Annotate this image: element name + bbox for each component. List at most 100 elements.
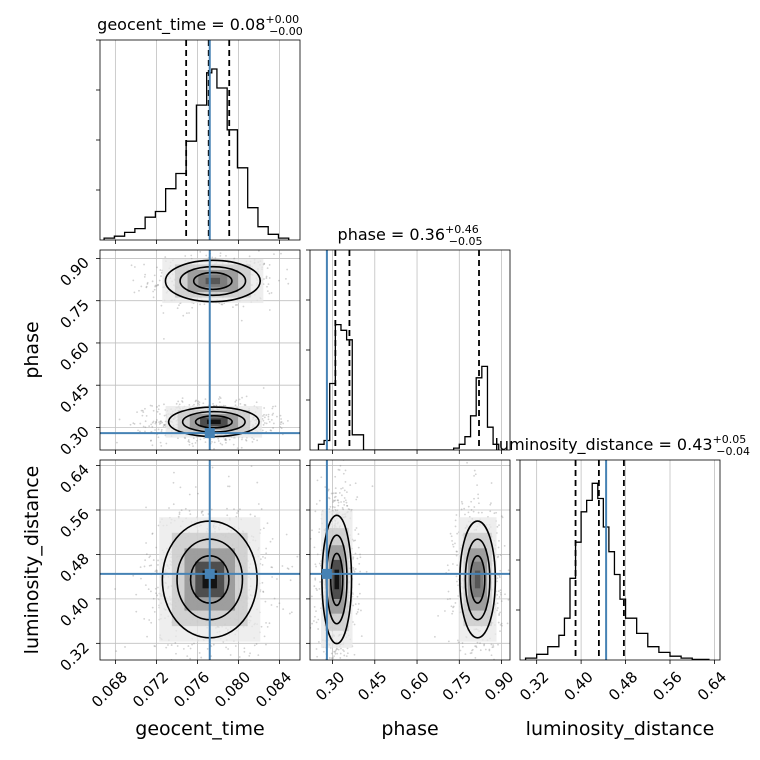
sample-point	[188, 510, 191, 512]
sample-point	[253, 644, 256, 647]
pair-panel-geocent_time-phase	[100, 250, 300, 450]
sample-point	[449, 597, 451, 600]
sample-point	[455, 514, 458, 516]
title-sub: −0.00	[269, 25, 303, 38]
sample-point	[204, 398, 207, 401]
sample-point	[227, 648, 230, 650]
sample-point	[155, 571, 158, 574]
sample-point	[248, 255, 251, 258]
sample-point	[262, 590, 265, 593]
sample-point	[155, 569, 158, 572]
sample-point	[470, 509, 473, 511]
sample-point	[450, 535, 453, 538]
sample-point	[466, 461, 468, 464]
sample-point	[359, 553, 361, 556]
sample-point	[344, 469, 347, 472]
sample-point	[337, 501, 340, 504]
sample-point	[241, 396, 243, 399]
panel-title: phase = 0.36+0.46 −0.05	[338, 223, 483, 248]
sample-point	[452, 545, 455, 548]
sample-point	[332, 506, 334, 508]
sample-point	[335, 662, 337, 664]
sample-point	[500, 515, 503, 518]
sample-point	[252, 438, 255, 441]
sample-point	[248, 654, 251, 657]
truth-marker	[321, 568, 332, 579]
x-tick-label: 0.48	[605, 668, 641, 704]
sample-point	[173, 471, 175, 474]
sample-point	[492, 645, 495, 648]
sample-point	[240, 446, 243, 449]
sample-point	[452, 605, 455, 608]
sample-point	[337, 504, 340, 507]
sample-point	[473, 469, 476, 472]
y-tick-label: 0.30	[56, 423, 92, 459]
sample-point	[343, 664, 345, 666]
sample-point	[314, 615, 316, 618]
sample-point	[234, 304, 237, 306]
sample-point	[315, 565, 317, 568]
sample-point	[352, 569, 355, 571]
sample-point	[272, 412, 275, 415]
sample-point	[340, 494, 343, 497]
sample-point	[167, 644, 169, 646]
sample-point	[457, 641, 460, 644]
sample-point	[343, 489, 346, 492]
sample-point	[346, 504, 348, 507]
sample-point	[265, 277, 268, 279]
sample-point	[181, 401, 184, 403]
sample-point	[160, 444, 163, 447]
sample-point	[280, 252, 282, 255]
title-sub: −0.05	[449, 235, 483, 248]
sample-point	[151, 425, 154, 428]
sample-point	[454, 519, 457, 522]
sample-point	[218, 401, 221, 403]
sample-point	[451, 543, 454, 546]
sample-point	[149, 555, 152, 557]
sample-point	[497, 555, 500, 558]
sample-point	[498, 576, 501, 579]
sample-point	[343, 497, 346, 499]
x-tick-label: 0.90	[481, 668, 517, 704]
sample-point	[268, 277, 271, 279]
contour-level	[464, 538, 491, 621]
x-tick-label: 0.084	[252, 668, 295, 711]
sample-point	[266, 285, 268, 288]
x-tick-label: 0.40	[561, 668, 597, 704]
sample-point	[354, 457, 356, 459]
panel-title: luminosity_distance = 0.43+0.05 −0.04	[494, 433, 750, 458]
sample-point	[156, 266, 158, 269]
sample-point	[320, 476, 323, 479]
sample-point	[499, 593, 502, 596]
title-main: geocent_time = 0.08	[97, 15, 265, 35]
sample-point	[178, 513, 181, 516]
sample-point	[347, 508, 350, 510]
sample-point	[151, 421, 154, 424]
sample-point	[160, 271, 163, 274]
sample-point	[351, 664, 353, 666]
sample-point	[507, 569, 510, 572]
sample-point	[497, 546, 500, 549]
sample-point	[263, 413, 265, 416]
sample-point	[269, 429, 272, 432]
sample-point	[456, 532, 459, 535]
sample-point	[144, 420, 147, 423]
sample-point	[344, 481, 347, 483]
sample-point	[160, 420, 162, 423]
sample-point	[157, 284, 160, 286]
sample-point	[206, 647, 209, 650]
sample-point	[497, 621, 500, 624]
sample-point	[359, 556, 362, 559]
sample-point	[503, 544, 506, 547]
sample-point	[267, 415, 270, 418]
sample-point	[477, 674, 479, 676]
sample-point	[333, 655, 335, 658]
sample-point	[329, 505, 332, 508]
sample-point	[156, 284, 159, 286]
sample-point	[151, 606, 154, 609]
sample-point	[454, 542, 456, 545]
sample-point	[497, 643, 499, 646]
sample-point	[152, 420, 155, 423]
histogram-geocent_time	[103, 68, 290, 240]
